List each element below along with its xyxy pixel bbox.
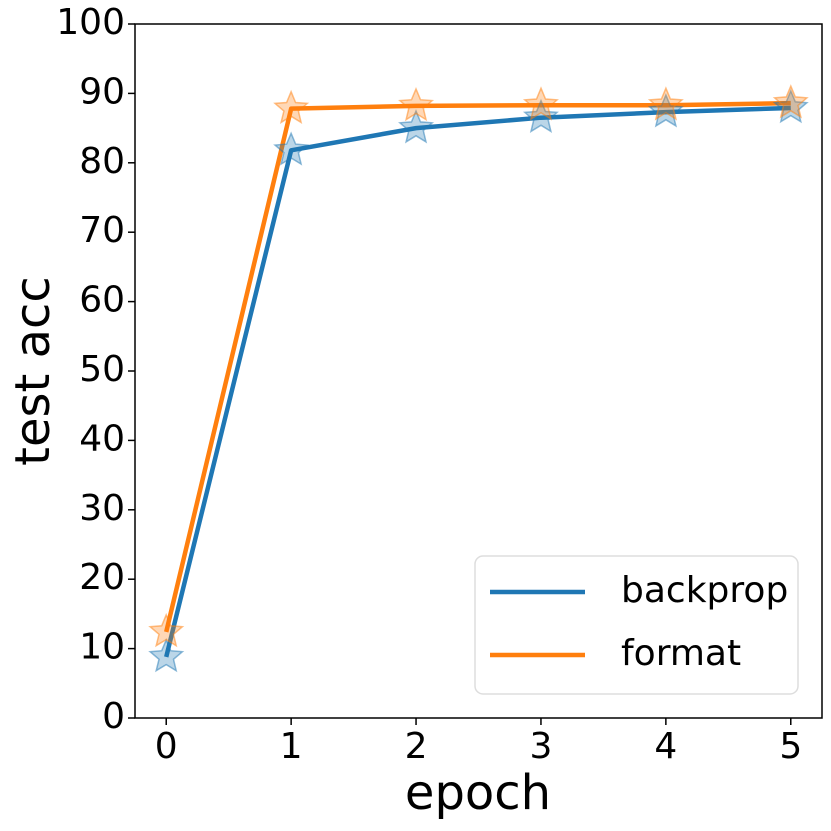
star-marker (398, 109, 435, 144)
y-tick-label: 0 (102, 696, 125, 737)
y-tick-label: 100 (56, 2, 125, 43)
x-tick-label: 4 (654, 726, 677, 767)
x-tick-label: 1 (280, 726, 303, 767)
star-marker (148, 637, 185, 673)
y-tick-label: 10 (79, 627, 125, 668)
legend-label: format (621, 633, 741, 674)
star-marker (148, 612, 185, 648)
series-line (164, 100, 791, 633)
y-tick-label: 50 (79, 349, 125, 390)
y-tick-label: 20 (79, 557, 125, 598)
y-tick-label: 80 (79, 141, 125, 182)
y-tick-label: 40 (79, 418, 125, 459)
legend-label: backprop (621, 570, 788, 611)
x-tick-label: 0 (155, 726, 178, 767)
legend: backprop format (474, 555, 799, 695)
series-line (164, 105, 791, 658)
star-marker (647, 86, 684, 121)
star-marker (772, 84, 809, 119)
x-tick-label: 2 (405, 726, 428, 767)
star-marker (273, 89, 310, 124)
y-axis-label: test acc (5, 276, 61, 466)
plot-frame (134, 23, 823, 719)
star-marker (273, 131, 310, 166)
star-marker (772, 89, 809, 124)
y-tick-label: 60 (79, 280, 125, 321)
y-tick-label: 30 (79, 488, 125, 529)
star-marker (522, 98, 559, 133)
star-marker (522, 86, 559, 121)
star-marker (398, 86, 435, 122)
y-tick-label: 90 (79, 71, 125, 112)
x-tick-label: 5 (779, 726, 802, 767)
x-axis-label: epoch (405, 765, 551, 821)
x-tick-label: 3 (530, 726, 553, 767)
y-tick-label: 70 (79, 210, 125, 251)
